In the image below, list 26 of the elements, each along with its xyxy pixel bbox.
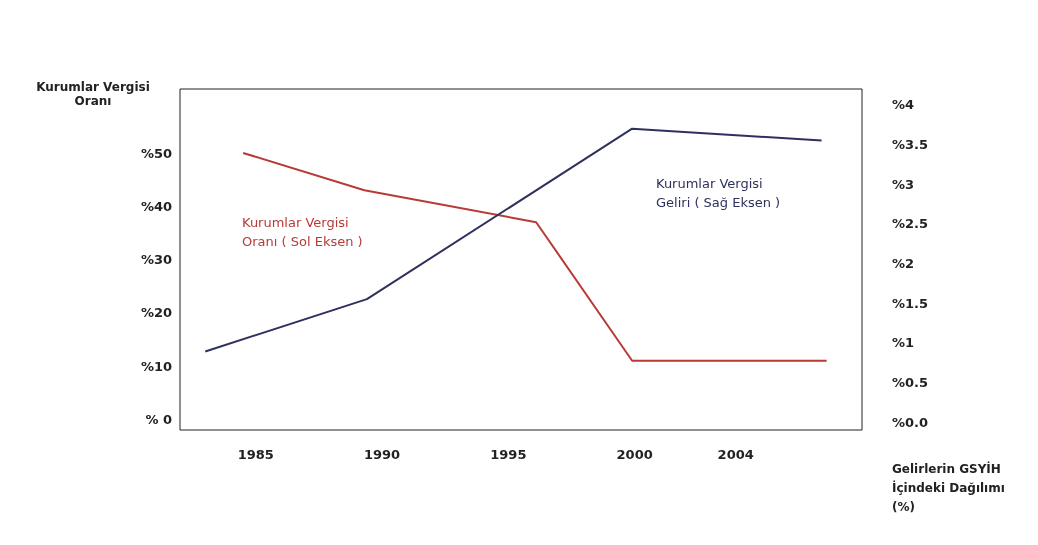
- x-tick-label: 1985: [237, 447, 274, 463]
- y-tick-label: %20: [140, 305, 172, 321]
- x-axis-title: Gelirlerin GSYİH İçindeki Dağılımı (%): [892, 460, 1006, 516]
- y-tick-label: % 0: [145, 411, 172, 427]
- y2-tick-label: %3: [892, 176, 915, 192]
- x-tick-label: 1990: [363, 447, 401, 463]
- y2-tick-label: %1.5: [892, 295, 929, 311]
- text: Kurumlar Vergisi Geliri ( Sağ Eksen ): [656, 175, 782, 212]
- x-tick-label: 1995: [490, 447, 527, 463]
- y-axis-title: Kurumlar Vergisi Oranı: [35, 80, 151, 108]
- line-series: [204, 127, 823, 353]
- y2-tick-label: %2.5: [892, 216, 929, 232]
- y-tick-label: %30: [140, 252, 172, 268]
- x-tick-label: 2004: [717, 447, 754, 463]
- y-tick-label: %50: [140, 145, 172, 161]
- series-label: Kurumlar Vergisi Oranı ( Sol Eksen ): [242, 214, 364, 251]
- y-tick-label: %40: [140, 198, 172, 214]
- y2-tick-label: %3.5: [892, 137, 929, 153]
- y2-tick-label: %1: [892, 335, 915, 351]
- y2-tick-label: %0.5: [892, 375, 929, 391]
- y2-tick-label: %4: [892, 97, 915, 113]
- x-tick-label: 2000: [616, 447, 653, 463]
- y2-tick-label: %0.0: [892, 414, 929, 430]
- y-tick-label: %10: [140, 358, 172, 374]
- line-series: [242, 151, 828, 362]
- y2-tick-label: %2: [892, 256, 915, 272]
